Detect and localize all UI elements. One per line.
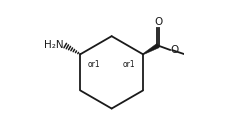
Text: H₂N: H₂N [44, 40, 63, 50]
Polygon shape [143, 43, 159, 55]
Text: O: O [154, 16, 162, 27]
Text: or1: or1 [123, 60, 135, 69]
Text: or1: or1 [88, 60, 100, 69]
Text: O: O [171, 45, 179, 55]
